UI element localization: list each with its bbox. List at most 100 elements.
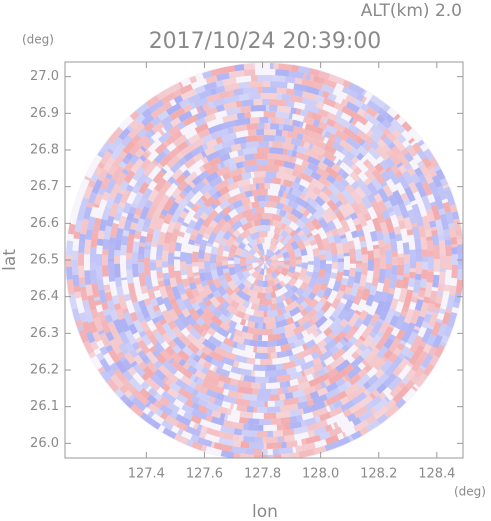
radar-echo xyxy=(132,301,142,314)
radar-echo xyxy=(299,233,309,243)
radar-echo xyxy=(334,406,344,415)
radar-echo xyxy=(229,291,240,302)
radar-echo xyxy=(218,199,231,211)
radar-echo xyxy=(280,343,292,352)
radar-echo xyxy=(116,286,124,297)
radar-echo xyxy=(151,228,161,243)
radar-echo xyxy=(141,355,150,363)
radar-echo xyxy=(411,222,418,228)
radar-echo xyxy=(206,369,220,380)
radar-echo xyxy=(142,366,155,379)
radar-echo xyxy=(275,410,291,419)
radar-echo xyxy=(110,147,123,161)
radar-echo xyxy=(239,276,247,283)
radar-echo xyxy=(121,168,130,176)
radar-echo xyxy=(438,208,446,216)
radar-echo xyxy=(93,296,101,302)
radar-echo xyxy=(129,349,139,359)
radar-echo xyxy=(337,383,348,393)
radar-echo xyxy=(426,208,436,222)
radar-echo xyxy=(240,265,247,270)
radar-echo xyxy=(192,354,202,363)
radar-echo xyxy=(335,116,352,129)
radar-echo xyxy=(119,355,127,363)
radar-echo xyxy=(315,327,323,335)
radar-echo xyxy=(209,219,218,229)
radar-echo xyxy=(169,381,182,393)
radar-echo xyxy=(322,157,335,169)
radar-echo xyxy=(322,294,329,300)
radar-echo xyxy=(230,273,240,284)
radar-echo xyxy=(167,320,177,330)
radar-echo xyxy=(281,307,287,314)
radar-echo xyxy=(135,218,146,233)
radar-echo xyxy=(159,286,169,299)
radar-echo xyxy=(265,292,272,299)
radar-echo xyxy=(283,311,292,320)
radar-echo xyxy=(325,206,338,221)
radar-echo xyxy=(239,233,245,240)
radar-echo xyxy=(406,361,414,368)
radar-echo xyxy=(167,124,181,137)
radar-echo xyxy=(103,225,112,240)
radar-echo xyxy=(322,97,337,108)
radar-echo xyxy=(442,201,452,213)
radar-echo xyxy=(312,329,320,338)
radar-echo xyxy=(349,248,356,260)
radar-echo xyxy=(444,239,452,246)
radar-echo xyxy=(127,282,136,295)
radar-echo xyxy=(316,372,331,384)
radar-echo xyxy=(248,314,258,323)
radar-echo xyxy=(233,286,241,294)
radar-echo xyxy=(333,421,339,429)
radar-echo xyxy=(161,332,173,344)
radar-echo xyxy=(226,181,239,192)
radar-echo xyxy=(205,388,218,399)
radar-echo xyxy=(198,300,208,311)
radar-echo xyxy=(232,360,240,368)
radar-echo xyxy=(194,122,209,134)
radar-echo xyxy=(353,419,370,433)
radar-echo xyxy=(373,112,380,119)
radar-echo xyxy=(325,250,332,261)
radar-echo xyxy=(266,309,279,317)
radar-echo xyxy=(316,349,323,357)
radar-echo xyxy=(141,108,153,119)
radar-echo xyxy=(411,385,418,392)
radar-echo xyxy=(247,418,260,425)
radar-echo xyxy=(215,366,231,378)
radar-echo xyxy=(369,94,386,109)
radar-echo xyxy=(253,219,261,227)
radar-echo xyxy=(138,361,148,370)
radar-echo xyxy=(288,306,302,317)
radar-echo xyxy=(423,296,431,304)
radar-echo xyxy=(138,330,147,338)
radar-echo xyxy=(100,319,111,334)
radar-echo xyxy=(152,159,159,166)
radar-echo xyxy=(287,199,299,210)
radar-echo xyxy=(97,187,106,196)
radar-echo xyxy=(282,179,294,188)
radar-echo xyxy=(425,310,433,316)
radar-echo xyxy=(366,345,374,352)
radar-echo xyxy=(421,269,428,280)
radar-echo xyxy=(306,399,315,407)
radar-echo xyxy=(206,209,219,223)
radar-echo xyxy=(369,140,380,150)
radar-echo xyxy=(145,401,152,408)
radar-echo xyxy=(280,216,293,227)
radar-echo xyxy=(156,271,164,279)
radar-echo xyxy=(105,172,113,180)
radar-echo xyxy=(232,341,239,349)
radar-echo xyxy=(359,335,366,342)
radar-echo xyxy=(429,220,437,228)
radar-echo xyxy=(117,294,128,310)
radar-echo xyxy=(328,426,343,438)
radar-echo xyxy=(275,117,285,125)
radar-echo xyxy=(200,322,211,332)
radar-echo xyxy=(221,132,237,143)
radar-echo xyxy=(145,95,160,108)
radar-echo xyxy=(292,324,306,335)
radar-echo xyxy=(204,271,213,282)
radar-echo xyxy=(357,130,370,142)
